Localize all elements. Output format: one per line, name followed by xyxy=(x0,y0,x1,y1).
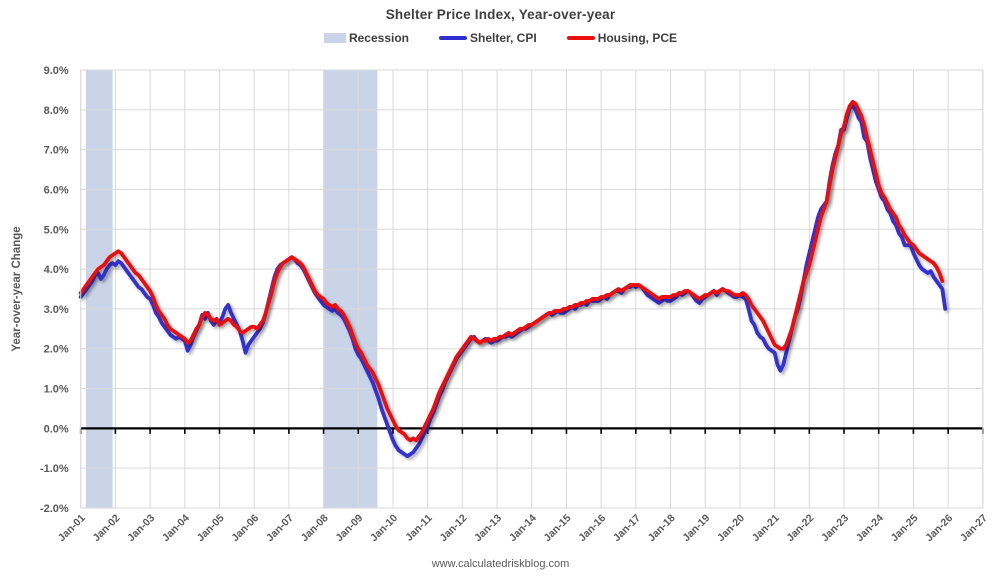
x-tick-label: Jan-10 xyxy=(368,512,400,544)
x-tick-label: Jan-01 xyxy=(56,512,88,544)
legend: Recession Shelter, CPI Housing, PCE xyxy=(0,31,1001,45)
x-tick-label: Jan-03 xyxy=(125,512,157,544)
x-tick-label: Jan-16 xyxy=(576,512,608,544)
y-tick-label: 2.0% xyxy=(44,344,69,356)
y-tick-label: -1.0% xyxy=(40,463,69,475)
x-tick-label: Jan-13 xyxy=(472,512,504,544)
x-tick-label: Jan-19 xyxy=(680,512,712,544)
x-tick-label: Jan-17 xyxy=(611,512,643,544)
x-tick-label: Jan-15 xyxy=(542,512,574,544)
series-line-housing-pce xyxy=(78,99,945,443)
y-tick-label: 7.0% xyxy=(44,145,69,157)
x-tick-label: Jan-09 xyxy=(333,512,365,544)
x-tick-label: Jan-12 xyxy=(437,512,469,544)
y-axis-title: Year-over-year Change xyxy=(11,226,23,351)
recession-band xyxy=(85,70,113,508)
y-tick-label: 3.0% xyxy=(44,304,69,316)
series-line-shelter-cpi xyxy=(78,103,948,459)
recession-band-swatch-icon xyxy=(323,33,346,43)
y-tick-label: 8.0% xyxy=(44,105,69,117)
x-tick-label: Jan-26 xyxy=(923,512,955,544)
x-tick-label: Jan-02 xyxy=(90,512,122,544)
x-tick-label: Jan-24 xyxy=(854,512,886,544)
x-tick-label: Jan-25 xyxy=(889,512,921,544)
y-tick-label: 5.0% xyxy=(44,224,69,236)
plot-border xyxy=(80,69,984,509)
x-tick-label: Jan-08 xyxy=(299,512,331,544)
x-tick-label: Jan-11 xyxy=(403,512,435,544)
x-tick-label: Jan-22 xyxy=(784,512,816,544)
legend-item-housing-pce: Housing, PCE xyxy=(566,31,678,45)
y-tick-label: 1.0% xyxy=(44,384,69,396)
housing-pce-line-swatch-icon xyxy=(566,35,595,41)
chart-title: Shelter Price Index, Year-over-year xyxy=(385,7,616,22)
y-tick-label: 0.0% xyxy=(44,423,69,435)
x-tick-label: Jan-04 xyxy=(160,512,192,544)
legend-label-shelter-cpi: Shelter, CPI xyxy=(469,31,537,45)
shelter-cpi-line-swatch-icon xyxy=(438,35,467,41)
legend-item-shelter-cpi: Shelter, CPI xyxy=(438,31,537,45)
x-tick-label: Jan-05 xyxy=(195,512,227,544)
y-tick-label: -2.0% xyxy=(40,503,69,515)
y-tick-label: 6.0% xyxy=(44,184,69,196)
x-tick-label: Jan-20 xyxy=(715,512,747,544)
source-link: www.calculatedriskblog.com xyxy=(431,558,570,570)
legend-item-recession: Recession xyxy=(323,31,409,45)
x-tick-label: Jan-06 xyxy=(229,512,261,544)
legend-label-housing-pce: Housing, PCE xyxy=(597,31,678,45)
y-tick-label: 4.0% xyxy=(44,264,69,276)
x-tick-label: Jan-18 xyxy=(646,512,678,544)
x-tick-label: Jan-27 xyxy=(958,512,990,544)
y-tick-label: 9.0% xyxy=(44,65,69,77)
legend-label-recession: Recession xyxy=(348,31,409,45)
x-tick-label: Jan-23 xyxy=(819,512,851,544)
x-tick-label: Jan-07 xyxy=(264,512,296,544)
x-tick-label: Jan-14 xyxy=(507,512,539,544)
recession-band xyxy=(323,70,378,508)
x-tick-label: Jan-21 xyxy=(750,512,782,544)
